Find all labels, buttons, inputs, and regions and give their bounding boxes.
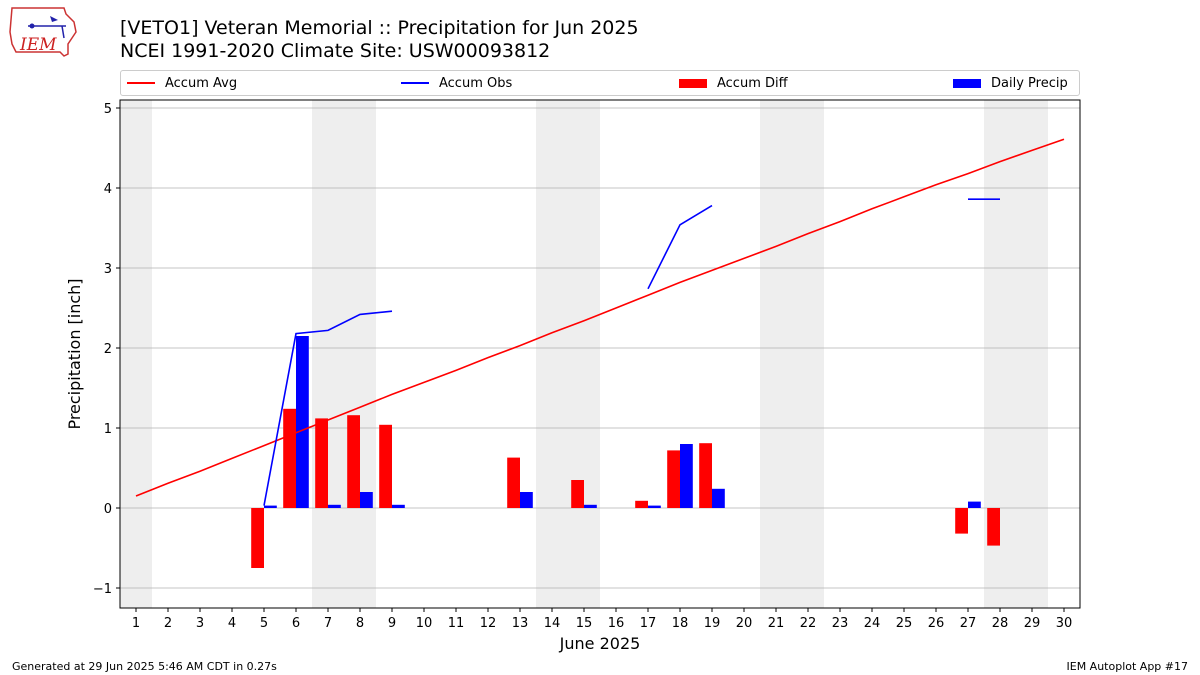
daily-precip-bar xyxy=(648,505,661,508)
accum-diff-bar xyxy=(347,415,360,508)
y-tick-label: 2 xyxy=(104,342,112,357)
x-tick-label: 13 xyxy=(512,616,529,631)
daily-precip-bar xyxy=(328,504,341,508)
x-tick-label: 22 xyxy=(800,616,817,631)
x-tick-label: 2 xyxy=(164,616,172,631)
chart-subtitle: NCEI 1991-2020 Climate Site: USW00093812 xyxy=(120,40,551,62)
app-footer: IEM Autoplot App #17 xyxy=(1066,660,1189,673)
legend-label: Daily Precip xyxy=(991,75,1068,91)
legend-label: Accum Avg xyxy=(165,75,238,91)
legend-swatch-line xyxy=(127,82,155,84)
x-tick-label: 11 xyxy=(448,616,465,631)
x-tick-label: 5 xyxy=(260,616,268,631)
accum-diff-bar xyxy=(283,408,296,508)
y-tick-label: 3 xyxy=(104,262,112,277)
legend-swatch-line xyxy=(401,82,429,84)
legend-item-accum-obs: Accum Obs xyxy=(401,71,512,95)
x-tick-label: 23 xyxy=(832,616,849,631)
x-axis-label: June 2025 xyxy=(559,634,641,653)
legend-swatch-box xyxy=(679,78,707,88)
accum-avg-line xyxy=(135,138,1065,497)
legend-item-accum-diff: Accum Diff xyxy=(679,71,788,95)
y-axis-label: Precipitation [inch] xyxy=(65,278,84,429)
daily-precip-bar xyxy=(712,488,725,508)
x-tick-label: 7 xyxy=(324,616,332,631)
y-tick-label: 4 xyxy=(104,182,112,197)
generated-footer: Generated at 29 Jun 2025 5:46 AM CDT in … xyxy=(12,660,277,673)
x-tick-label: 19 xyxy=(704,616,721,631)
y-tick-label: 5 xyxy=(104,102,112,117)
accum-obs-line xyxy=(263,310,393,506)
y-tick-label: 1 xyxy=(104,422,112,437)
legend-label: Accum Obs xyxy=(439,75,513,91)
x-tick-label: 17 xyxy=(640,616,657,631)
y-tick-label: −1 xyxy=(93,582,112,597)
x-tick-label: 21 xyxy=(768,616,785,631)
accum-diff-bar xyxy=(379,424,392,508)
x-tick-label: 28 xyxy=(992,616,1009,631)
accum-diff-bar xyxy=(571,480,584,508)
x-tick-label: 29 xyxy=(1024,616,1041,631)
accum-diff-bar xyxy=(699,443,712,508)
x-tick-label: 8 xyxy=(356,616,364,631)
logo-text: IEM xyxy=(19,35,57,55)
accum-diff-bar xyxy=(667,450,680,508)
x-tick-label: 6 xyxy=(292,616,300,631)
x-tick-label: 4 xyxy=(228,616,236,631)
legend-label: Accum Diff xyxy=(717,75,788,91)
plot-frame xyxy=(119,99,1081,609)
x-tick-label: 30 xyxy=(1056,616,1073,631)
x-tick-label: 16 xyxy=(608,616,625,631)
y-tick-label: 0 xyxy=(104,502,112,517)
iem-logo: IEM xyxy=(9,7,77,57)
x-tick-label: 9 xyxy=(388,616,396,631)
accum-diff-bar xyxy=(987,508,1000,546)
daily-precip-bar xyxy=(968,501,981,508)
x-tick-label: 14 xyxy=(544,616,561,631)
legend: Accum Avg Accum Obs Accum Diff Daily Pre… xyxy=(120,70,1080,96)
x-tick-label: 18 xyxy=(672,616,689,631)
weekend-band xyxy=(312,100,376,608)
x-tick-label: 26 xyxy=(928,616,945,631)
daily-precip-bar xyxy=(360,492,373,508)
accum-obs-line xyxy=(647,204,713,290)
x-tick-label: 24 xyxy=(864,616,881,631)
weekend-band xyxy=(984,100,1048,608)
accum-diff-bar xyxy=(251,508,264,568)
x-tick-label: 1 xyxy=(132,616,140,631)
legend-item-accum-avg: Accum Avg xyxy=(127,71,237,95)
chart-title: [VETO1] Veteran Memorial :: Precipitatio… xyxy=(120,17,639,39)
accum-diff-bar xyxy=(507,457,520,508)
daily-precip-bar xyxy=(296,336,309,508)
daily-precip-bar xyxy=(520,492,533,508)
x-tick-label: 10 xyxy=(416,616,433,631)
daily-precip-bar xyxy=(264,505,277,508)
weekend-band xyxy=(120,100,152,608)
accum-diff-bar xyxy=(955,508,968,534)
x-tick-label: 25 xyxy=(896,616,913,631)
x-tick-label: 15 xyxy=(576,616,593,631)
x-tick-label: 3 xyxy=(196,616,204,631)
daily-precip-bar xyxy=(584,504,597,508)
daily-precip-bar xyxy=(392,504,405,508)
legend-item-daily-precip: Daily Precip xyxy=(953,71,1068,95)
weekend-band xyxy=(760,100,824,608)
accum-diff-bar xyxy=(635,500,648,508)
daily-precip-bar xyxy=(680,444,693,508)
legend-swatch-box xyxy=(953,78,981,88)
x-tick-label: 27 xyxy=(960,616,977,631)
accum-diff-bar xyxy=(315,418,328,508)
x-tick-label: 12 xyxy=(480,616,497,631)
weekend-band xyxy=(536,100,600,608)
x-tick-label: 20 xyxy=(736,616,753,631)
